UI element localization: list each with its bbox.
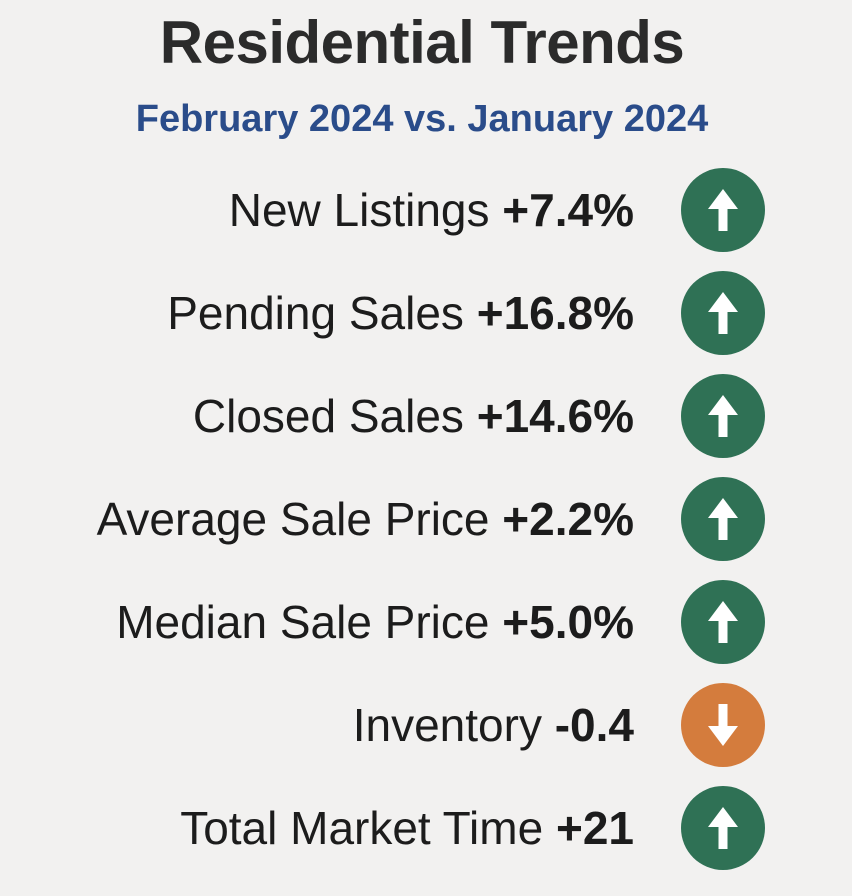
metric-value: -0.4: [554, 699, 634, 751]
metric-label: Inventory: [352, 699, 542, 751]
metric-row-total-market-time: Total Market Time +21: [0, 783, 852, 873]
metric-value: +21: [555, 802, 634, 854]
arrow-up-icon: [681, 168, 765, 252]
metric-row-median-sale-price: Median Sale Price +5.0%: [0, 577, 852, 667]
metric-row-new-listings: New Listings +7.4%: [0, 165, 852, 255]
metric-value: +5.0%: [502, 596, 634, 648]
metric-label: New Listings: [228, 184, 490, 236]
metric-value: +2.2%: [502, 493, 634, 545]
metric-row-pending-sales: Pending Sales +16.8%: [0, 268, 852, 358]
page-title: Residential Trends: [159, 9, 685, 76]
metric-row-average-sale-price: Average Sale Price +2.2%: [0, 474, 852, 564]
metric-value: +7.4%: [502, 184, 634, 236]
metric-value: +14.6%: [476, 390, 634, 442]
metric-label: Pending Sales: [167, 287, 464, 339]
metric-label: Total Market Time: [180, 802, 544, 854]
arrow-up-icon: [681, 271, 765, 355]
arrow-up-icon: [681, 786, 765, 870]
arrow-up-icon: [681, 580, 765, 664]
metric-row-closed-sales: Closed Sales +14.6%: [0, 371, 852, 461]
metric-value: +16.8%: [476, 287, 634, 339]
metric-label: Closed Sales: [192, 390, 464, 442]
arrow-down-icon: [681, 683, 765, 767]
arrow-up-icon: [681, 374, 765, 458]
arrow-up-icon: [681, 477, 765, 561]
metric-label: Average Sale Price: [96, 493, 490, 545]
metric-row-inventory: Inventory -0.4: [0, 680, 852, 770]
metric-label: Median Sale Price: [116, 596, 490, 648]
page-subtitle: February 2024 vs. January 2024: [135, 98, 709, 140]
